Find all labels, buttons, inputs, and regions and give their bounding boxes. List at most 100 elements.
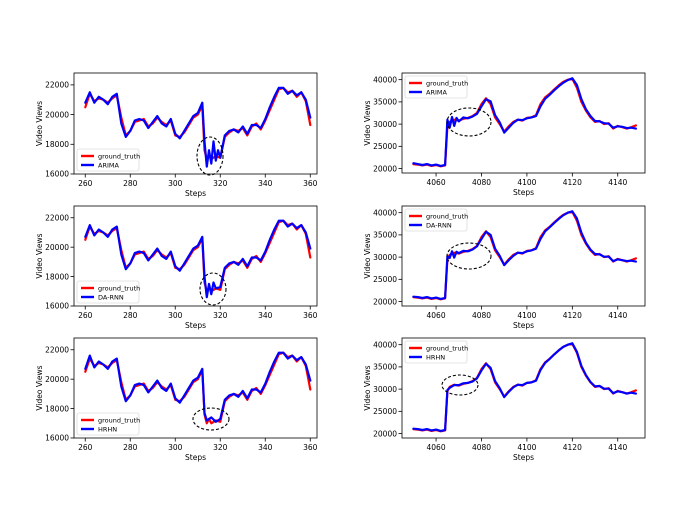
y-tick-label: 18000 (45, 404, 69, 413)
x-axis-label: Steps (513, 188, 534, 197)
x-tick-label: 280 (123, 179, 138, 188)
x-tick-label: 280 (123, 311, 138, 320)
legend-label-ground_truth: ground_truth (98, 416, 140, 424)
legend-label-ARIMA: ARIMA (98, 161, 119, 169)
chart-panel-5: 260 280 300 320 340 360 16000 18000 20000 22000 St… (35, 337, 318, 462)
x-tick-label: 4080 (472, 443, 491, 452)
x-tick-label: 320 (213, 179, 228, 188)
legend-label-DA-RNN: DA-RNN (426, 221, 452, 229)
x-tick-label: 300 (168, 179, 183, 188)
plot-frame (73, 72, 318, 175)
y-tick-label: 35000 (373, 363, 397, 372)
x-tick-label: 4100 (517, 178, 536, 187)
y-tick-label: 20000 (373, 429, 397, 438)
x-tick-label: 4060 (427, 443, 446, 452)
x-tick-label: 340 (258, 179, 273, 188)
legend-label-ground_truth: ground_truth (98, 152, 140, 160)
x-tick-label: 340 (258, 311, 273, 320)
chart-panel-2: 4060 4080 4100 4120 4140 20000 25000 30000 35000… (363, 72, 646, 197)
y-tick-label: 20000 (45, 243, 69, 252)
legend-label-ARIMA: ARIMA (426, 88, 447, 96)
x-tick-label: 260 (78, 443, 93, 452)
x-tick-label: 4120 (563, 311, 582, 320)
x-tick-label: 360 (303, 443, 318, 452)
series-line-DA-RNN (84, 219, 312, 299)
annotation-ellipse (441, 374, 479, 396)
x-axis-label: Steps (513, 453, 534, 462)
x-tick-label: 4140 (608, 311, 627, 320)
x-tick-label: 4140 (608, 443, 627, 452)
chart-panel-1: 260 280 300 320 340 360 16000 18000 20000 22000 St… (35, 72, 318, 198)
y-axis-label: Video Views (363, 100, 372, 145)
x-tick-label: 280 (123, 443, 138, 452)
y-tick-label: 40000 (373, 208, 397, 217)
x-axis-label: Steps (185, 189, 206, 198)
annotation-ellipse (446, 107, 492, 137)
y-tick-label: 22000 (45, 345, 69, 354)
x-tick-label: 4080 (472, 178, 491, 187)
y-tick-label: 22000 (45, 213, 69, 222)
y-axis-label: Video Views (35, 101, 44, 146)
y-tick-label: 20000 (373, 164, 397, 173)
x-tick-label: 4100 (517, 443, 536, 452)
legend-label-HRHN: HRHN (426, 353, 445, 361)
y-axis-label: Video Views (35, 233, 44, 278)
plot-frame (73, 337, 318, 439)
x-tick-label: 340 (258, 443, 273, 452)
annotation-ellipse (192, 407, 230, 431)
y-tick-label: 30000 (373, 253, 397, 262)
x-tick-label: 320 (213, 443, 228, 452)
legend-label-HRHN: HRHN (98, 425, 117, 433)
x-tick-label: 4120 (563, 178, 582, 187)
x-tick-label: 4080 (472, 311, 491, 320)
annotation-ellipse (446, 242, 492, 270)
y-tick-label: 40000 (373, 340, 397, 349)
x-tick-label: 4140 (608, 178, 627, 187)
y-tick-label: 30000 (373, 385, 397, 394)
x-axis-label: Steps (185, 453, 206, 462)
x-tick-label: 260 (78, 179, 93, 188)
y-tick-label: 40000 (373, 75, 397, 84)
x-tick-label: 300 (168, 443, 183, 452)
x-tick-label: 4060 (427, 178, 446, 187)
series-line-ARIMA (412, 77, 637, 167)
y-tick-label: 22000 (45, 81, 69, 90)
chart-panel-6: 4060 4080 4100 4120 4140 20000 25000 30000 35000… (363, 337, 646, 462)
x-tick-label: 320 (213, 311, 228, 320)
y-tick-label: 18000 (45, 140, 69, 149)
plot-frame (401, 205, 646, 307)
y-axis-label: Video Views (363, 365, 372, 410)
annotation-ellipse (199, 272, 227, 306)
y-tick-label: 16000 (45, 434, 69, 443)
legend-label-ground_truth: ground_truth (426, 79, 468, 87)
x-tick-label: 260 (78, 311, 93, 320)
y-tick-label: 18000 (45, 272, 69, 281)
y-tick-label: 30000 (373, 120, 397, 129)
chart-panel-4: 4060 4080 4100 4120 4140 20000 25000 30000 35000… (363, 205, 646, 330)
y-tick-label: 25000 (373, 407, 397, 416)
y-tick-label: 20000 (45, 375, 69, 384)
legend-label-DA-RNN: DA-RNN (98, 293, 124, 301)
x-tick-label: 360 (303, 179, 318, 188)
chart-panel-3: 260 280 300 320 340 360 16000 18000 20000 22000 St… (35, 205, 318, 330)
x-tick-label: 300 (168, 311, 183, 320)
plot-frame (401, 72, 646, 174)
plot-frame (401, 337, 646, 439)
annotation-ellipse (196, 136, 224, 176)
y-axis-label: Video Views (35, 365, 44, 410)
legend-label-ground_truth: ground_truth (426, 212, 468, 220)
y-tick-label: 25000 (373, 142, 397, 151)
series-line-ARIMA (84, 86, 312, 168)
y-tick-label: 35000 (373, 98, 397, 107)
y-tick-label: 35000 (373, 231, 397, 240)
x-axis-label: Steps (513, 321, 534, 330)
y-axis-label: Video Views (363, 233, 372, 278)
y-tick-label: 25000 (373, 275, 397, 284)
y-tick-label: 16000 (45, 302, 69, 311)
